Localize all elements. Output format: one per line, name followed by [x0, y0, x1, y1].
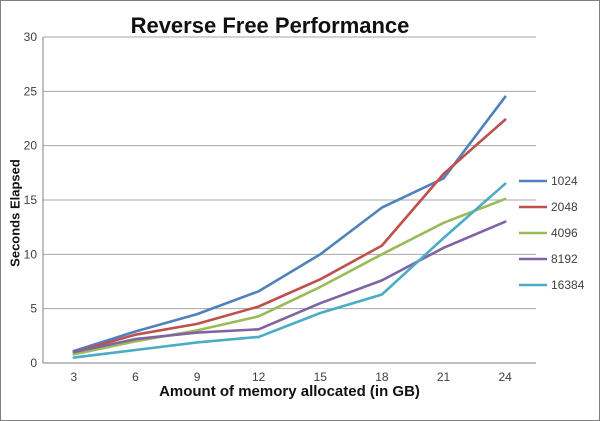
x-axis-title: Amount of memory allocated (in GB) [159, 383, 420, 400]
y-tick-label: 10 [24, 247, 38, 261]
legend-label-2048: 2048 [551, 200, 578, 214]
series-line-1024 [72, 95, 507, 353]
x-tick-label: 24 [499, 370, 513, 384]
y-tick-label: 0 [30, 356, 37, 370]
legend-label-4096: 4096 [551, 226, 578, 240]
x-tick-label: 18 [375, 370, 389, 384]
y-tick-label: 15 [24, 193, 38, 207]
legend-label-16384: 16384 [551, 278, 585, 292]
series-line-16384 [72, 182, 507, 359]
x-tick-label: 9 [194, 370, 201, 384]
legend-label-1024: 1024 [551, 174, 578, 188]
y-axis-title: Seconds Elapsed [7, 159, 23, 267]
series-line-2048 [72, 118, 507, 354]
x-tick-label: 3 [70, 370, 77, 384]
series-line-8192 [72, 220, 507, 354]
y-tick-label: 20 [24, 139, 38, 153]
x-tick-label: 6 [132, 370, 139, 384]
y-tick-label: 5 [30, 302, 37, 316]
x-tick-label: 21 [437, 370, 451, 384]
legend-label-8192: 8192 [551, 252, 578, 266]
x-tick-label: 12 [252, 370, 266, 384]
series-line-4096 [72, 197, 507, 356]
y-tick-label: 30 [24, 30, 38, 44]
x-tick-label: 15 [314, 370, 328, 384]
y-tick-label: 25 [24, 84, 38, 98]
chart-title: Reverse Free Performance [130, 13, 410, 38]
